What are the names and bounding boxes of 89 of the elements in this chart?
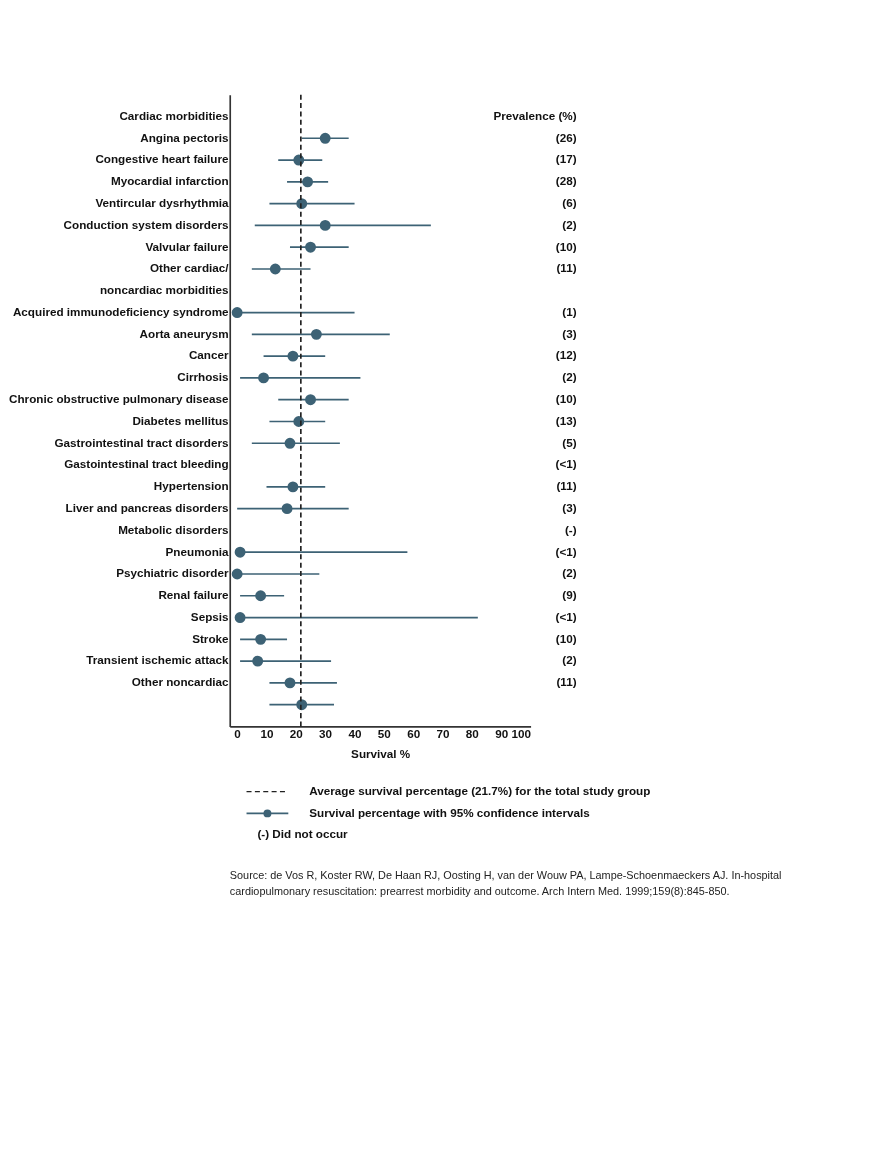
point [319,132,331,144]
y-tick-label: Liver and pancreas disorders [65,500,230,514]
point [284,437,296,449]
y2-tick-label: (-) [564,522,577,536]
y-tick-label: Valvular failure [145,239,230,253]
x-axis-title: Survival % [351,746,411,760]
x-tick-label: 30 [319,726,333,740]
point [281,503,293,515]
y-tick-label: Sepsis [190,609,230,623]
point [231,307,243,318]
y2-tick-label: (28) [555,174,577,188]
x-tick-label: 100 [511,726,532,740]
y2-tick-label: (3) [562,500,577,514]
y2-tick-label: (2) [562,370,577,384]
point [234,612,246,623]
x-tick-label: 10 [260,726,274,740]
y2-tick-label: (9) [562,588,577,602]
y2-tick-label: (6) [562,195,577,209]
x-tick-label: 20 [289,726,304,740]
point [305,394,316,406]
y-tick-label: Angina pectoris [140,130,230,144]
y2-tick-label: (2) [562,653,577,667]
y-tick-label: Gastrointestinal tract disorders [54,435,230,449]
point [319,219,331,231]
y2-tick-label: (17) [555,152,577,166]
y-tick-label: Diabetes mellitus [132,413,230,427]
legend-label: Survival percentage with 95% confidence intervals [309,805,591,819]
y-tick-label: Hypertension [153,479,229,493]
point [310,328,322,340]
y-tick-label: Cancer [188,348,229,362]
y-tick-label: Psychiatric disorder [116,566,229,580]
x-tick-label: 40 [348,726,362,740]
text: (-) Did not occur [257,827,349,841]
point [258,372,270,384]
y-tick-label: Ventircular dysrhythmia [95,195,230,209]
y2-tick-label: (<1) [555,457,577,471]
y2-tick-label: (10) [555,392,577,406]
x-tick-label: 50 [377,726,392,740]
y2-tick-label: (12) [555,348,577,362]
point [287,481,299,493]
y-tick-label: Acquired immunodeficiency syndrome [12,304,230,318]
y2-tick-label: (1) [562,304,577,318]
y2-tick-label: (5) [562,435,577,449]
y-tick-label: Cirrhosis [177,370,230,384]
y-tick-label: Metabolic disorders [118,522,230,536]
y-tick-label: Stroke [192,631,230,645]
y-tick-label: Transient ischemic attack [86,653,230,667]
y2-tick-label: (11) [556,479,577,493]
source-note: Source: de Vos R, Koster RW, De Haan RJ, Oosting H, van der Wouw PA, Lampe-Schoenmaeckers AJ. In-hospital cardiopulmonary resuscitation: prearrest morbidity and outcome. Arch Intern Med. 1999;159(8):845-850. [229,868,782,898]
point [255,590,267,602]
x-tick-label: 90 [495,726,509,740]
point [287,350,299,362]
point [269,263,281,275]
y-tick-label: Other noncardiac [131,675,230,689]
point [234,546,246,558]
x-tick-label: 0 [234,726,242,740]
x-tick-label: 70 [436,726,451,740]
y2-tick-label: (2) [562,217,577,231]
point [302,176,314,188]
y-tick-label: Cardiac morbidities [119,108,230,122]
x-tick-label: 80 [465,726,480,740]
y2-tick-label: (2) [562,566,577,580]
y-tick-label: Aorta aneurysm [139,326,229,340]
y2-tick-label: (<1) [555,609,577,623]
point [284,677,296,689]
y2-tick-label: (11) [556,675,577,689]
y-tick-label: Congestive heart failure [95,152,230,166]
y2-tick-label: (26) [555,130,577,144]
legend-label: Average survival percentage (21.7%) for the total study group [309,784,651,798]
y-tick-label: Myocardial infarction [111,174,229,188]
y2-tick-label: (<1) [555,544,577,558]
y2-tick-label: (10) [555,239,577,253]
y-tick-label: noncardiac morbidities [99,283,230,297]
y2-axis-title: Prevalence (%) [493,108,577,122]
y2-tick-label: (13) [555,413,577,427]
y-tick-label: Conduction system disorders [63,217,230,231]
point [231,568,243,580]
point [305,241,316,253]
y-tick-label: Gastointestinal tract bleeding [64,457,229,471]
y-tick-label: Chronic obstructive pulmonary disease [9,392,230,406]
x-tick-label: 60 [407,726,421,740]
y-tick-label: Other cardiac/ [149,261,230,275]
y2-tick-label: (3) [562,326,577,340]
point [255,633,267,645]
point [252,655,264,667]
y-tick-label: Pneumonia [165,544,230,558]
y2-tick-label: (11) [556,261,577,275]
y2-tick-label: (10) [555,631,577,645]
y-tick-label: Renal failure [158,588,230,602]
